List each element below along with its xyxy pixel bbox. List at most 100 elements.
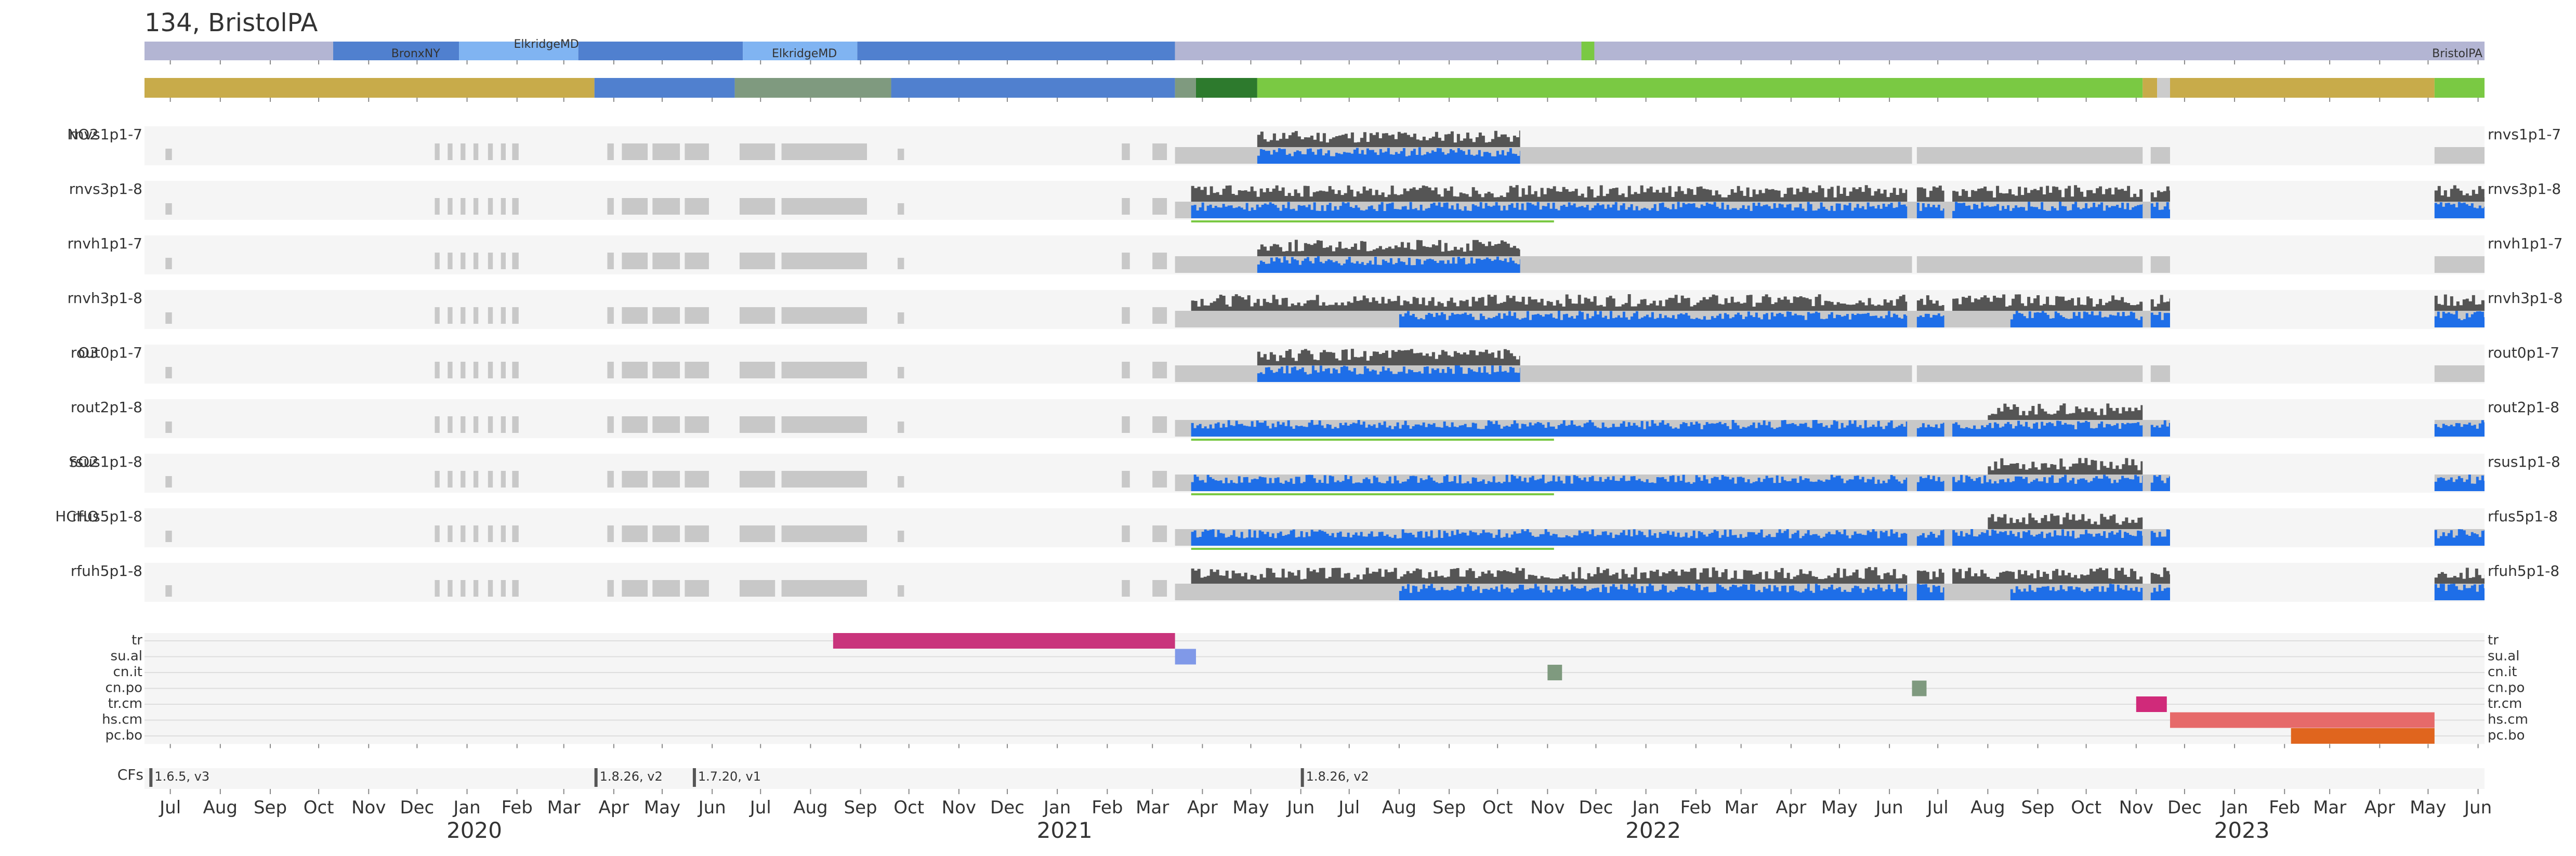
channel-species-label: HCHO [55,508,99,525]
channel-early-gray [622,362,648,378]
channel-early-gray [607,198,614,215]
event-segment [1912,680,1927,696]
channel-signal-blue [2150,585,2170,600]
axis-month-label: Apr [1776,797,1806,818]
channel-name-label-left: rsus1p1-8 [70,453,142,470]
channel-signal-dark [1916,295,1944,311]
channel-early-gray [1152,307,1167,324]
channel-name-label-left: rout0p1-7 [71,344,142,361]
axis-month-label: Oct [304,797,334,818]
axis-year-label: 2021 [1037,818,1093,843]
event-label-left: tr [132,633,142,648]
channel-early-gray [607,307,614,324]
channel-early-gray [488,143,493,160]
channel-early-gray [607,525,614,542]
event-label-right: su.al [2488,649,2519,664]
channel-signal-blue [2434,311,2485,327]
channel-early-gray [622,307,648,324]
axis-month-label: Jan [1631,797,1659,818]
channel-early-gray [461,143,466,160]
channel-coverage-gray [2434,256,2485,273]
channel-early-gray [897,422,904,433]
channel-signal-blue [1916,475,1944,491]
channel-name-label-right: rnvh1p1-7 [2488,235,2562,252]
channel-signal-blue [1916,203,1944,218]
channel-early-gray [685,471,709,488]
channel-early-gray [1122,198,1130,215]
cf-marker-label: 1.7.20, v1 [698,769,761,784]
channel-early-gray [897,367,904,378]
channel-signal-blue [1191,475,1908,491]
channel-early-gray [897,312,904,324]
axis-month-label: Oct [2071,797,2101,818]
channel-early-gray [512,253,519,269]
axis-month-label: Dec [400,797,434,818]
channel-early-gray [607,580,614,597]
axis-month-label: Jun [1875,797,1903,818]
channel-early-gray [165,585,172,597]
channel-early-gray [501,525,506,542]
channel-early-gray [461,307,466,324]
channel-early-gray [685,143,709,160]
channel-early-gray [652,362,680,378]
channel-early-gray [622,580,648,597]
channel-early-gray [1152,198,1167,215]
channel-early-gray [739,580,776,597]
status-segment [1195,78,1257,98]
axis-month-label: Feb [1092,797,1123,818]
channel-early-gray [781,525,868,542]
axis-year-label: 2020 [446,818,502,843]
channel-signal-dark [1952,185,2143,202]
channel-signal-dark [1952,568,2143,584]
channel-coverage-gray [2434,365,2485,382]
event-label-left: cn.po [106,680,142,696]
event-segment [1547,665,1562,680]
channel-name-label-right: rnvs1p1-7 [2488,126,2561,143]
channel-early-gray [448,362,453,378]
channel-early-gray [1122,362,1130,378]
channel-signal-dark [1191,185,1908,202]
channel-signal-blue [1257,365,1520,382]
axis-month-label: Sep [2021,797,2055,818]
axis-month-label: Oct [1482,797,1513,818]
event-label-left: hs.cm [102,712,142,728]
channel-early-gray [448,253,453,269]
location-segment [1581,42,1595,60]
channel-early-gray [607,143,614,160]
channel-early-gray [435,471,440,488]
channel-early-gray [512,416,519,433]
channel-signal-dark [1988,512,2143,529]
channel-panel-rnvs3p1-8: rnvs3p1-8 rnvs3p1-8 [69,180,2561,222]
channel-name-label-right: rnvh3p1-8 [2488,289,2562,307]
channel-early-gray [622,198,648,215]
event-row-su.al: su.al su.al [111,649,2519,665]
channel-signal-dark [1916,186,1944,202]
channel-signal-blue [1257,256,1520,273]
channel-signal-dark [1257,349,1520,365]
channel-name-label-right: rfus5p1-8 [2488,508,2558,525]
channel-early-gray [685,416,709,433]
channel-early-gray [781,143,868,160]
channel-early-gray [473,253,479,269]
channel-early-gray [165,476,172,488]
channel-early-gray [448,416,453,433]
cf-marker [692,768,696,787]
channel-early-gray [685,253,709,269]
axis-month-label: Apr [598,797,629,818]
event-segment [2291,728,2435,744]
channel-green-line [1191,220,1554,222]
channel-early-gray [448,580,453,597]
channel-signal-dark [1257,240,1520,256]
channel-early-gray [652,198,680,215]
cfs-panel: CFs 1.6.5, v3 1.8.26, v2 1.7.20, v1 1.8.26, … [117,766,2485,789]
status-segment [2434,78,2485,98]
axis-month-label: Dec [990,797,1024,818]
channel-panel-rout2p1-8: rout2p1-8 rout2p1-8 [71,399,2559,441]
channel-coverage-gray [2150,365,2170,382]
channel-signal-blue [2010,584,2143,600]
cf-marker [1300,768,1304,787]
axis-month-label: Jan [452,797,480,818]
